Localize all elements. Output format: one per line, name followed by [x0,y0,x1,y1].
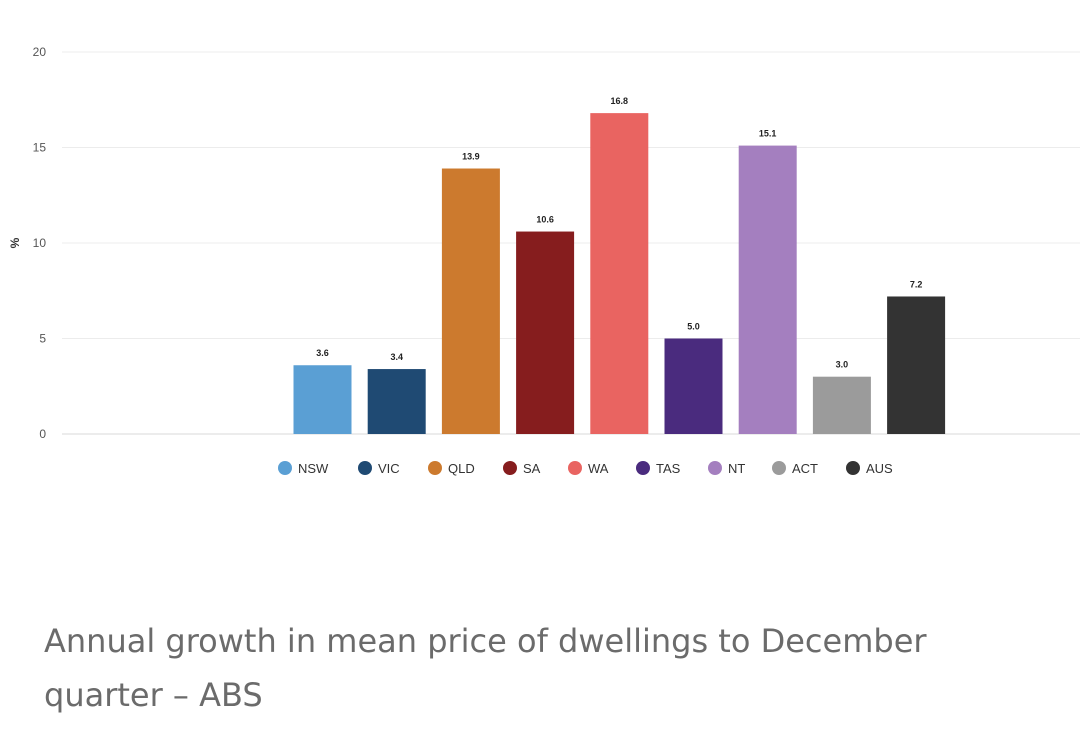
data-label-aus: 7.2 [910,279,923,289]
legend-label-tas: TAS [656,461,681,476]
legend-label-aus: AUS [866,461,893,476]
bar-vic [367,369,426,434]
data-label-sa: 10.6 [536,215,554,225]
y-tick-label: 15 [33,141,47,155]
legend-swatch-nsw [278,461,292,475]
data-label-nsw: 3.6 [316,348,329,358]
bar-qld [441,168,500,434]
legend-swatch-aus [846,461,860,475]
chart-caption: Annual growth in mean price of dwellings… [44,622,927,714]
legend-label-vic: VIC [378,461,400,476]
legend-swatch-qld [428,461,442,475]
data-label-tas: 5.0 [687,322,700,332]
y-axis-label: % [8,237,22,248]
bar-sa [516,231,575,434]
legend: NSW VIC QLD SA WA TAS NT ACT AUS [278,461,893,476]
data-label-qld: 13.9 [462,152,480,162]
legend-swatch-wa [568,461,582,475]
data-label-nt: 15.1 [759,129,777,139]
legend-label-nsw: NSW [298,461,329,476]
y-axis-ticks: 0 5 10 15 20 [33,45,47,441]
legend-label-sa: SA [523,461,541,476]
data-label-act: 3.0 [836,360,849,370]
legend-label-nt: NT [728,461,745,476]
bar-aus [887,296,946,434]
data-label-vic: 3.4 [390,352,403,362]
y-tick-label: 10 [33,236,47,250]
y-tick-label: 0 [39,427,46,441]
y-tick-label: 20 [33,45,47,59]
data-label-wa: 16.8 [611,96,629,106]
legend-label-wa: WA [588,461,609,476]
legend-swatch-vic [358,461,372,475]
bar-chart: 0 5 10 15 20 % 3.6 3.4 13.9 10.6 16.8 5.0 15.1 3.0 7… [8,45,1080,476]
data-labels: 3.6 3.4 13.9 10.6 16.8 5.0 15.1 3.0 7.2 [316,96,922,370]
bar-nt [738,145,797,434]
bars [293,113,946,435]
bar-nsw [293,365,352,434]
legend-label-act: ACT [792,461,818,476]
legend-swatch-act [772,461,786,475]
bar-wa [590,113,649,435]
bar-tas [664,338,723,434]
bar-act [812,376,871,434]
legend-swatch-sa [503,461,517,475]
legend-label-qld: QLD [448,461,475,476]
legend-swatch-tas [636,461,650,475]
legend-swatch-nt [708,461,722,475]
y-tick-label: 5 [39,332,46,346]
